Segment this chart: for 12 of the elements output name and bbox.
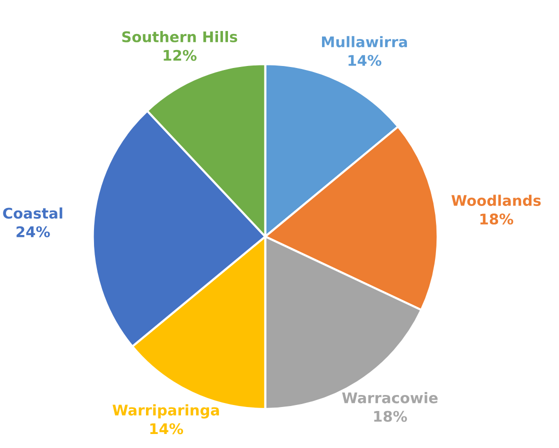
data-label: 18%	[374, 410, 407, 422]
slice-label: Warriparinga	[112, 404, 219, 419]
data-label: 14%	[150, 423, 184, 434]
slice-label: Southern Hills	[122, 31, 238, 42]
data-label: 14%	[348, 54, 382, 66]
slice-label: Warracowie	[342, 392, 438, 404]
data-label: 18%	[480, 214, 514, 225]
data-label: 12%	[164, 50, 197, 61]
slice-label: Woodlands	[451, 194, 541, 206]
slice-label: Mullawirra	[322, 36, 407, 48]
data-label: 24%	[16, 226, 50, 238]
slice-label: Coastal	[3, 207, 62, 219]
